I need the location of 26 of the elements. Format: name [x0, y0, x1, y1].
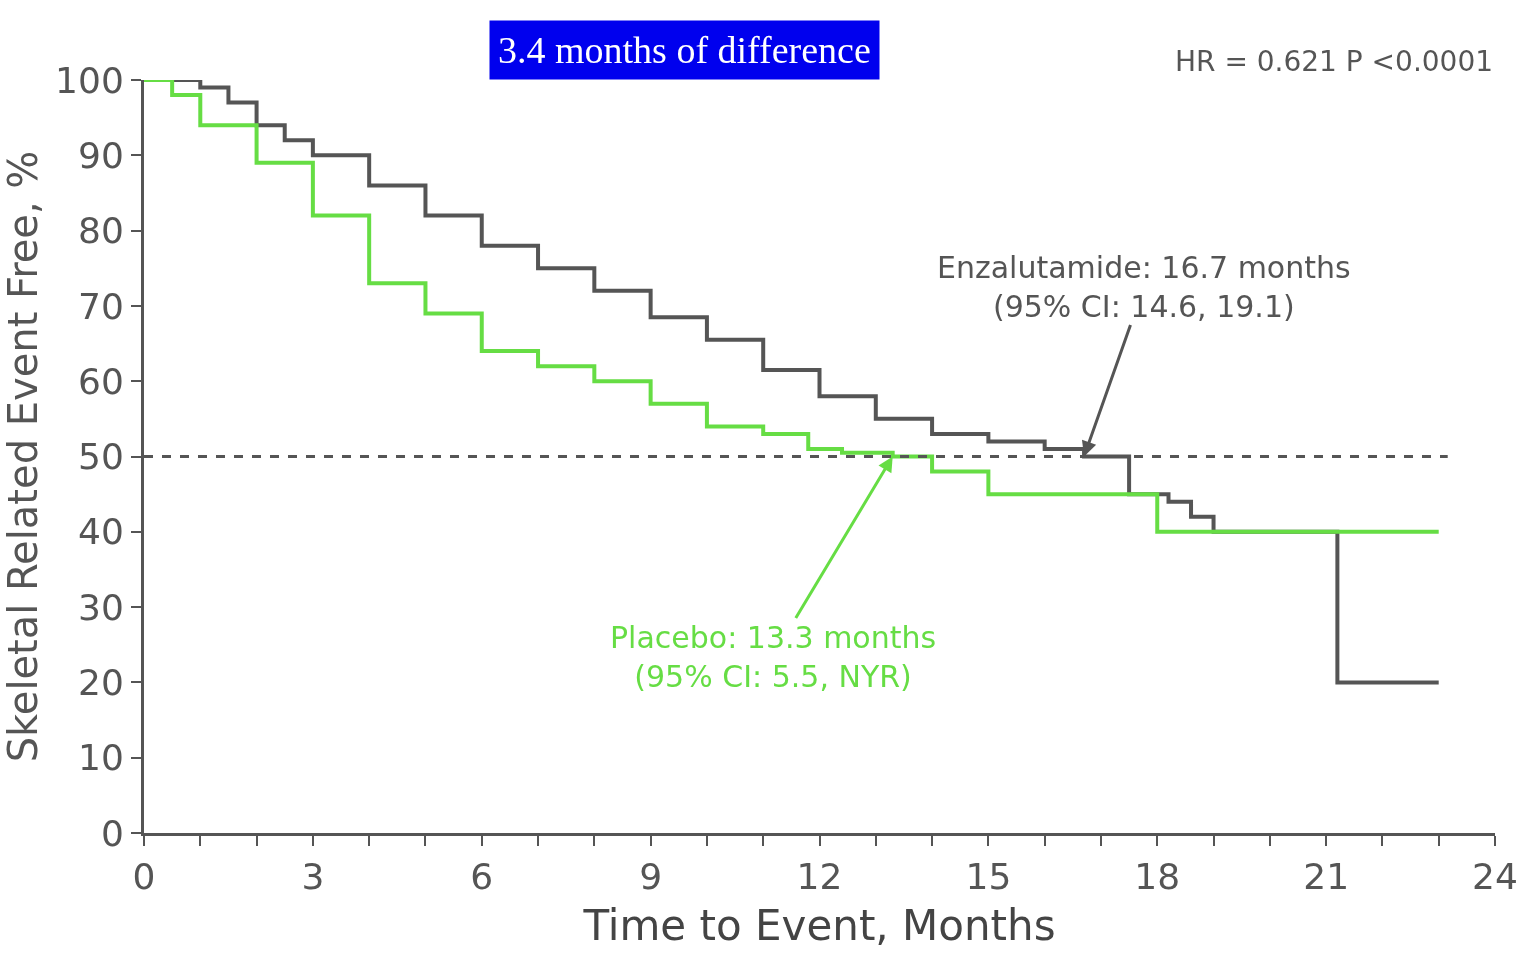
x-tick-label: 15	[965, 856, 1012, 898]
x-tick-label: 3	[301, 856, 325, 898]
y-tick-label: 0	[100, 812, 124, 854]
chart-title: 3.4 months of difference	[498, 29, 871, 71]
y-tick-label: 50	[77, 436, 124, 478]
y-axis-title: Skeletal Related Event Free, %	[0, 150, 46, 763]
x-tick-label: 21	[1303, 856, 1350, 898]
y-tick-label: 30	[77, 586, 124, 628]
text: HR = 0.621 P <0.0001	[1175, 45, 1494, 78]
x-tick-label: 12	[796, 856, 843, 898]
y-tick-label: 80	[77, 210, 124, 252]
annotation: Placebo: 13.3 months (95% CI: 5.5, NYR)	[610, 620, 937, 694]
y-tick-label: 100	[55, 59, 124, 101]
x-axis-title: Time to Event, Months	[582, 901, 1056, 951]
x-tick-label: 0	[132, 856, 156, 898]
y-tick-label: 90	[77, 134, 124, 176]
annotation: Enzalutamide: 16.7 months (95% CI: 14.6, 19.1)	[937, 250, 1351, 324]
x-tick-label: 24	[1472, 856, 1518, 898]
y-tick-label: 20	[77, 662, 124, 703]
x-tick-label: 9	[639, 856, 663, 898]
y-tick-label: 10	[77, 737, 124, 779]
y-tick-label: 40	[77, 511, 124, 553]
y-tick-label: 60	[77, 360, 124, 402]
x-tick-label: 6	[470, 856, 494, 898]
y-tick-label: 70	[77, 285, 124, 327]
x-tick-label: 18	[1134, 856, 1181, 898]
